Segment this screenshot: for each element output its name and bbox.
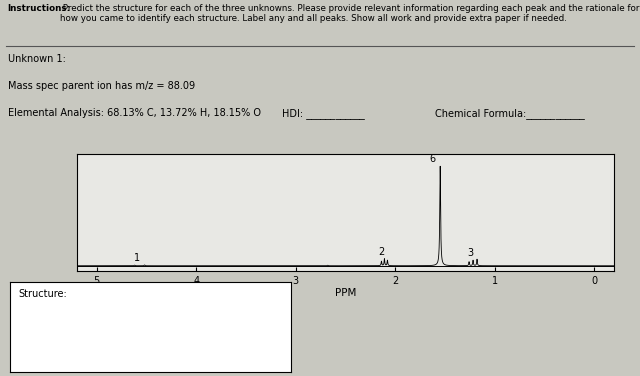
- Text: Instructions:: Instructions:: [8, 4, 71, 13]
- Text: Unknown 1:: Unknown 1:: [8, 54, 65, 64]
- Text: Chemical Formula:____________: Chemical Formula:____________: [435, 108, 585, 119]
- Text: 6: 6: [429, 154, 435, 164]
- Text: HDI: ____________: HDI: ____________: [282, 108, 364, 119]
- Text: Mass spec parent ion has m/z = 88.09: Mass spec parent ion has m/z = 88.09: [8, 81, 195, 91]
- Text: 1: 1: [134, 253, 140, 263]
- Text: Structure:: Structure:: [18, 289, 67, 299]
- Text: Predict the structure for each of the three unknowns. Please provide relevant in: Predict the structure for each of the th…: [60, 4, 639, 23]
- Text: 2: 2: [378, 247, 385, 257]
- Text: Elemental Analysis: 68.13% C, 13.72% H, 18.15% O: Elemental Analysis: 68.13% C, 13.72% H, …: [8, 108, 260, 118]
- Text: 3: 3: [467, 247, 473, 258]
- X-axis label: PPM: PPM: [335, 288, 356, 299]
